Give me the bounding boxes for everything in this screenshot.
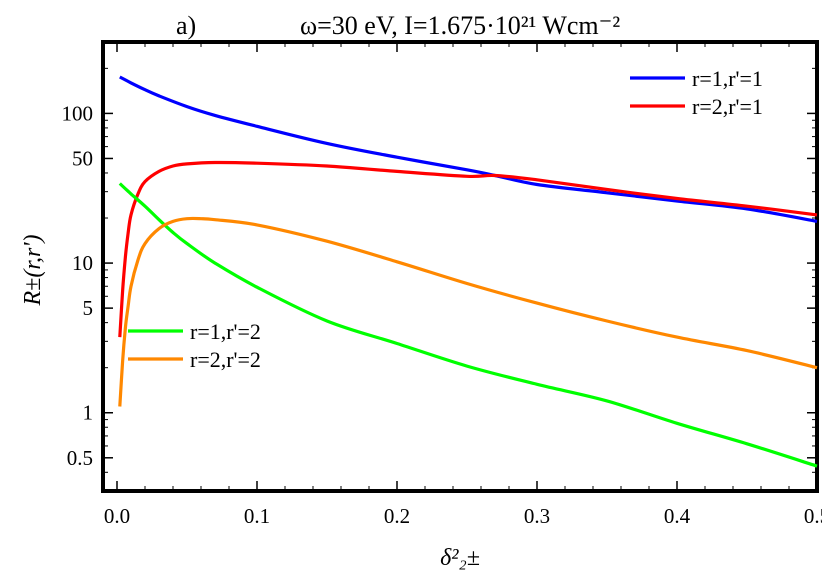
y-tick-label: 5 (83, 296, 94, 320)
x-tick-label: 0.5 (804, 504, 822, 528)
plot-frame (101, 40, 819, 493)
x-tick-label: 0.4 (664, 504, 691, 528)
series-line (119, 75, 818, 223)
legend-label: r=1,r'=2 (190, 319, 261, 344)
legend-label: r=2,r'=2 (190, 347, 261, 372)
series-line (118, 182, 818, 468)
y-tick-label: 1 (83, 401, 94, 425)
y-tick-label: 100 (62, 101, 94, 125)
y-tick-label: 10 (72, 251, 93, 275)
x-tick-label: 0.0 (104, 504, 130, 528)
series-layer (118, 75, 818, 468)
y-axis-label: R±(r,r') (20, 235, 46, 307)
x-tick-label: 0.2 (384, 504, 410, 528)
legend-label: r=1,r'=1 (692, 66, 763, 91)
y-tick-label: 0.5 (67, 446, 93, 470)
series-line (118, 216, 818, 407)
y-tick-label: 50 (72, 146, 93, 170)
series-line (118, 160, 818, 338)
y-axis: 0.5 1 5 10 50 100 (62, 41, 817, 492)
panel-label: a) (176, 11, 196, 40)
x-tick-label: 0.3 (524, 504, 550, 528)
chart-title: ω=30 eV, I=1.675·10²¹ Wcm⁻² (300, 11, 620, 40)
x-axis: 0.0 0.1 0.2 0.3 0.4 0.5 (104, 42, 822, 528)
x-axis-label: δ²₂± (440, 545, 480, 571)
legend-layer: r=1,r'=1 r=2,r'=1 r=1,r'=2 r=2,r'=2 (128, 66, 763, 372)
x-tick-label: 0.1 (244, 504, 270, 528)
legend-label: r=2,r'=1 (692, 94, 763, 119)
